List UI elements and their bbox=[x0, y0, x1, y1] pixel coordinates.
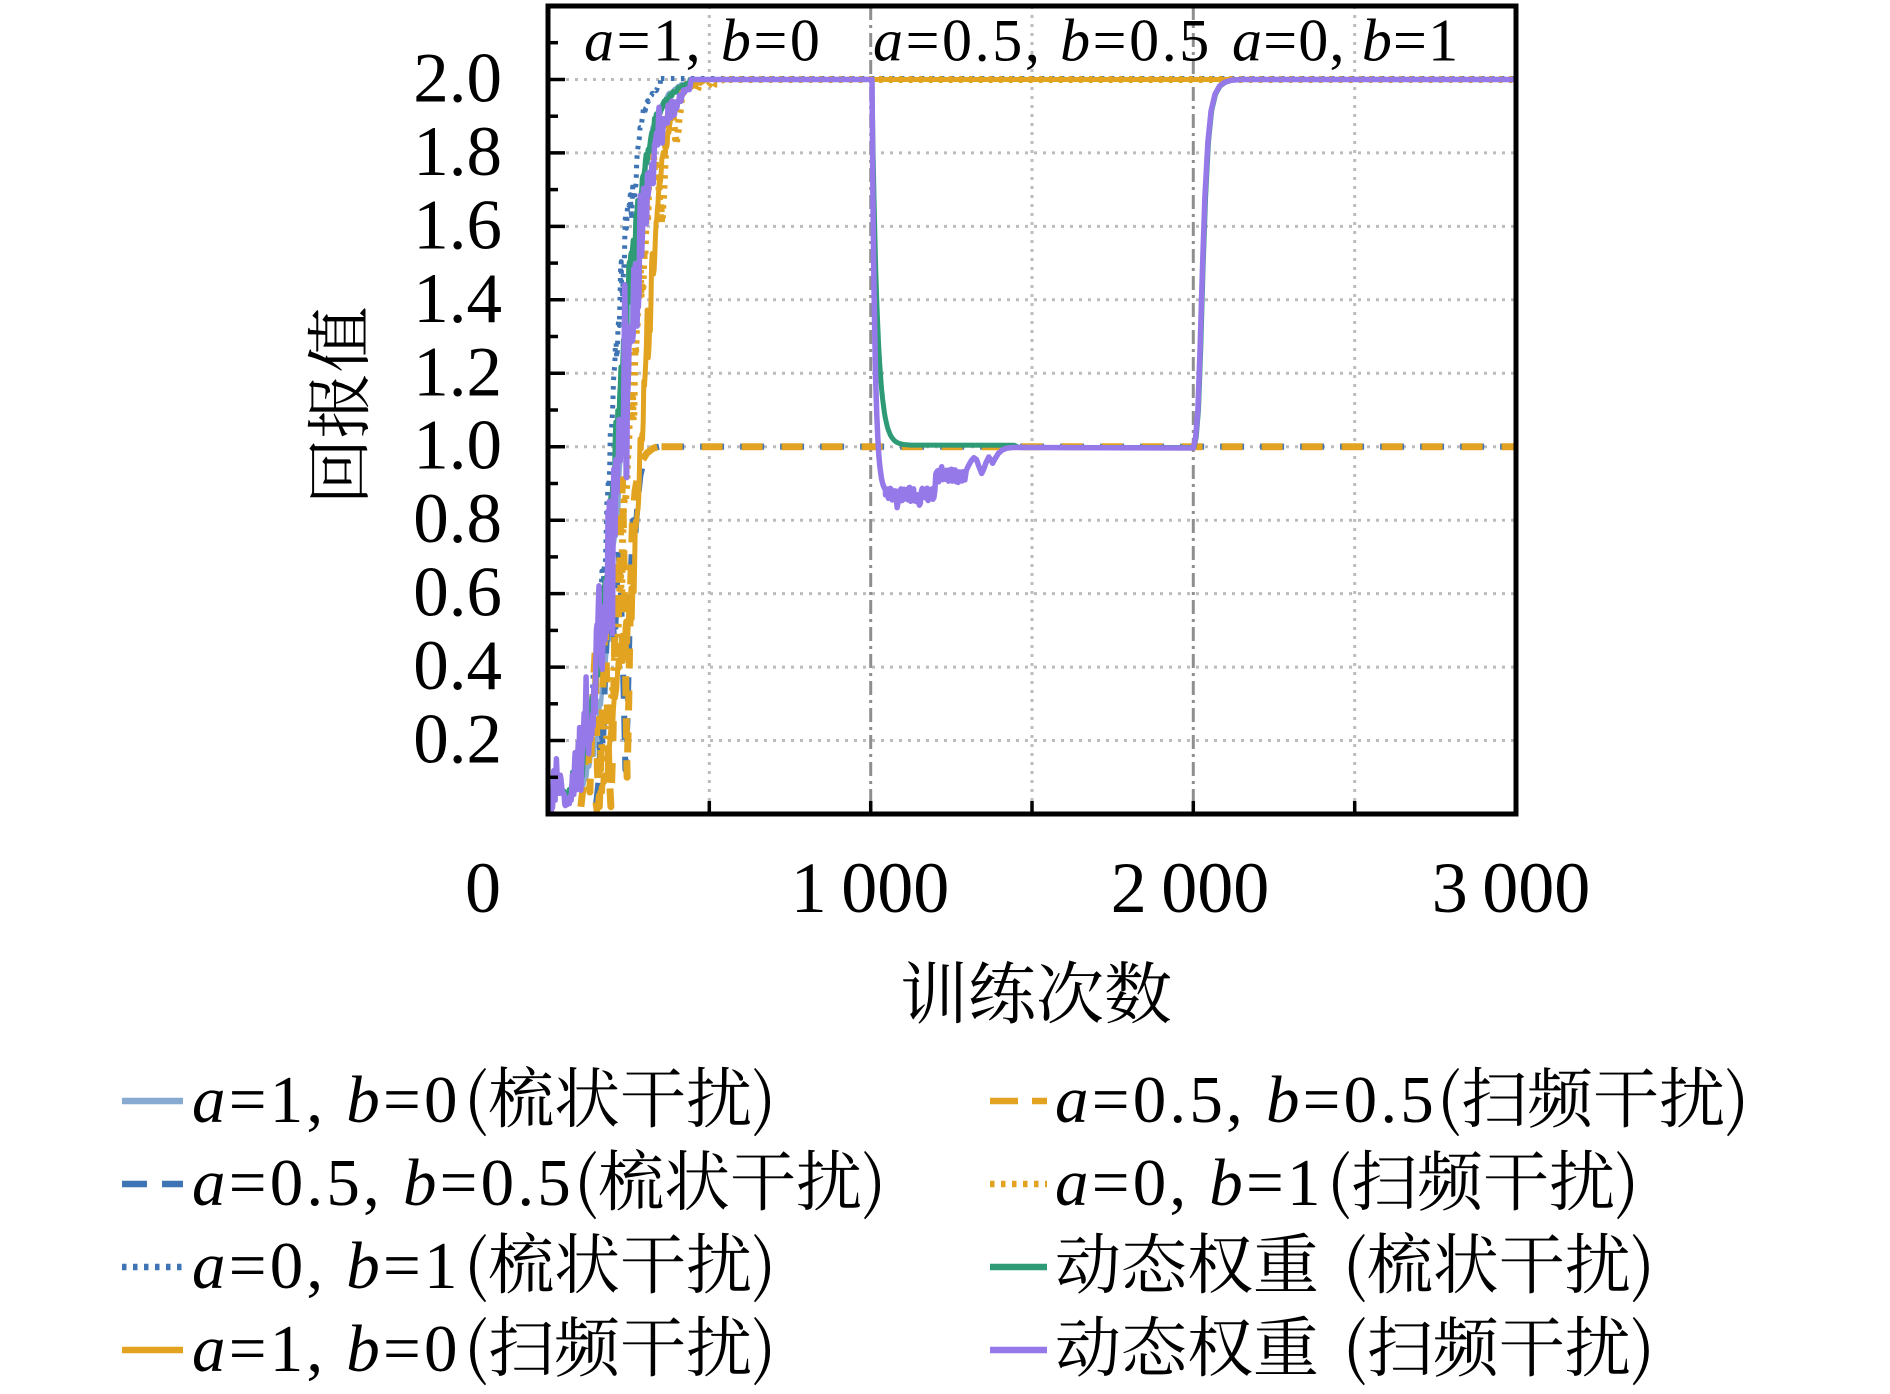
svg-text:2 000: 2 000 bbox=[1111, 848, 1269, 928]
svg-text:a=0, b=1: a=0, b=1 bbox=[192, 1229, 461, 1303]
svg-text:0.2: 0.2 bbox=[413, 701, 502, 779]
svg-text:2.0: 2.0 bbox=[413, 40, 502, 118]
svg-text:1.8: 1.8 bbox=[413, 113, 502, 191]
svg-text:a=0.5, b=0.5: a=0.5, b=0.5 bbox=[192, 1146, 574, 1220]
svg-text:3 000: 3 000 bbox=[1432, 848, 1590, 928]
svg-text:a=1, b=0: a=1, b=0 bbox=[192, 1063, 461, 1137]
svg-text:a=0.5, b=0.5: a=0.5, b=0.5 bbox=[873, 8, 1212, 74]
svg-text:a=0, b=1: a=0, b=1 bbox=[1055, 1146, 1324, 1220]
svg-text:1.2: 1.2 bbox=[413, 333, 502, 411]
svg-text:a=0.5, b=0.5: a=0.5, b=0.5 bbox=[1055, 1063, 1437, 1137]
svg-text:a=1, b=0: a=1, b=0 bbox=[584, 8, 823, 74]
svg-text:a=1, b=0: a=1, b=0 bbox=[192, 1312, 461, 1386]
svg-text:a=0, b=1: a=0, b=1 bbox=[1232, 8, 1459, 74]
svg-text:0.8: 0.8 bbox=[413, 480, 502, 558]
svg-text:1.6: 1.6 bbox=[413, 186, 502, 264]
svg-text:1 000: 1 000 bbox=[791, 848, 949, 928]
svg-text:0.6: 0.6 bbox=[413, 554, 502, 632]
svg-text:0: 0 bbox=[465, 848, 501, 928]
svg-text:0.4: 0.4 bbox=[413, 627, 502, 705]
svg-text:1.0: 1.0 bbox=[413, 407, 502, 485]
svg-text:1.4: 1.4 bbox=[413, 260, 502, 338]
